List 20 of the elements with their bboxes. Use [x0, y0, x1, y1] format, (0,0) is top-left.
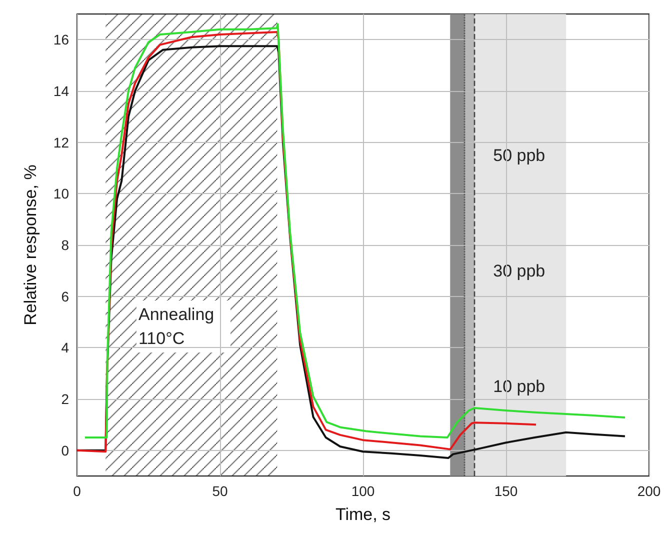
- y-tick-label: 6: [61, 288, 70, 304]
- y-tick-label: 14: [53, 83, 70, 99]
- band-label: 30 ppb: [493, 261, 546, 280]
- x-tick-label: 100: [351, 483, 375, 499]
- y-tick-label: 10: [53, 186, 70, 202]
- y-tick-label: 8: [61, 237, 70, 253]
- band-label: 10 ppb: [493, 376, 546, 396]
- x-tick-label: 0: [73, 483, 82, 499]
- x-tick-label: 50: [212, 483, 228, 499]
- y-tick-label: 16: [53, 32, 70, 48]
- y-tick-label: 0: [61, 442, 70, 458]
- band-label: 50 ppb: [493, 146, 546, 165]
- band-label: Annealing 110°C: [138, 304, 219, 348]
- y-tick-label: 12: [53, 134, 70, 150]
- x-tick-label: 150: [494, 483, 518, 499]
- x-tick-label: 200: [637, 483, 661, 499]
- y-tick-label: 4: [61, 340, 70, 356]
- y-tick-label: 2: [61, 391, 70, 407]
- y-axis-title: Relative response, %: [21, 164, 40, 326]
- x-axis-title: Time, s: [335, 505, 391, 524]
